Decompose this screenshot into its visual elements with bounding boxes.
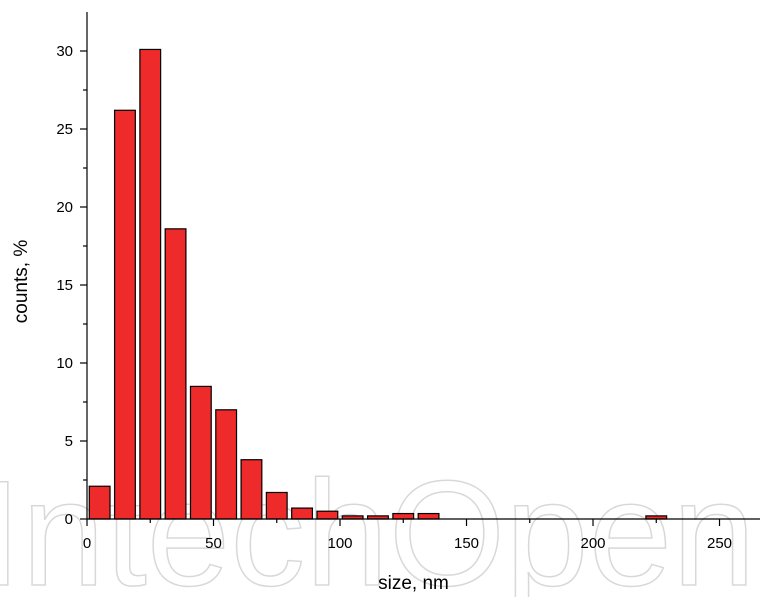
y-tick-label: 15	[56, 277, 73, 294]
histogram-bar-0	[88, 485, 111, 520]
x-tick-label: 0	[83, 535, 91, 552]
x-axis-ticks: 0 50 100 150 200 250	[83, 519, 732, 552]
histogram-bar-5	[215, 409, 238, 520]
x-axis-title: size, nm	[378, 573, 449, 594]
x-tick-label: 150	[454, 535, 479, 552]
x-tick-label: 250	[707, 535, 732, 552]
y-tick-label: 5	[65, 433, 73, 450]
y-tick-label: 20	[56, 199, 73, 216]
x-tick-label: 50	[205, 535, 222, 552]
histogram-bar-9	[316, 510, 339, 520]
y-tick-label: 25	[56, 121, 73, 138]
histogram-bar-3	[164, 228, 187, 520]
x-tick-label: 200	[580, 535, 605, 552]
histogram-bar-12	[392, 512, 415, 520]
axes	[86, 12, 760, 520]
y-tick-label: 0	[65, 511, 73, 528]
y-axis-ticks: 0 5 10 15 20 25 30	[56, 43, 87, 528]
histogram-bar-4	[189, 385, 212, 520]
histogram-bar-7	[265, 491, 288, 520]
histogram-bar-2	[139, 48, 162, 520]
bars	[88, 48, 668, 520]
y-tick-label: 30	[56, 43, 73, 60]
histogram-bar-13	[417, 512, 440, 520]
histogram-bar-8	[291, 507, 314, 520]
x-tick-label: 100	[327, 535, 352, 552]
histogram-bar-6	[240, 459, 263, 520]
histogram-bar-1	[113, 109, 136, 520]
y-tick-label: 10	[56, 355, 73, 372]
y-axis-title: counts, %	[11, 240, 32, 324]
